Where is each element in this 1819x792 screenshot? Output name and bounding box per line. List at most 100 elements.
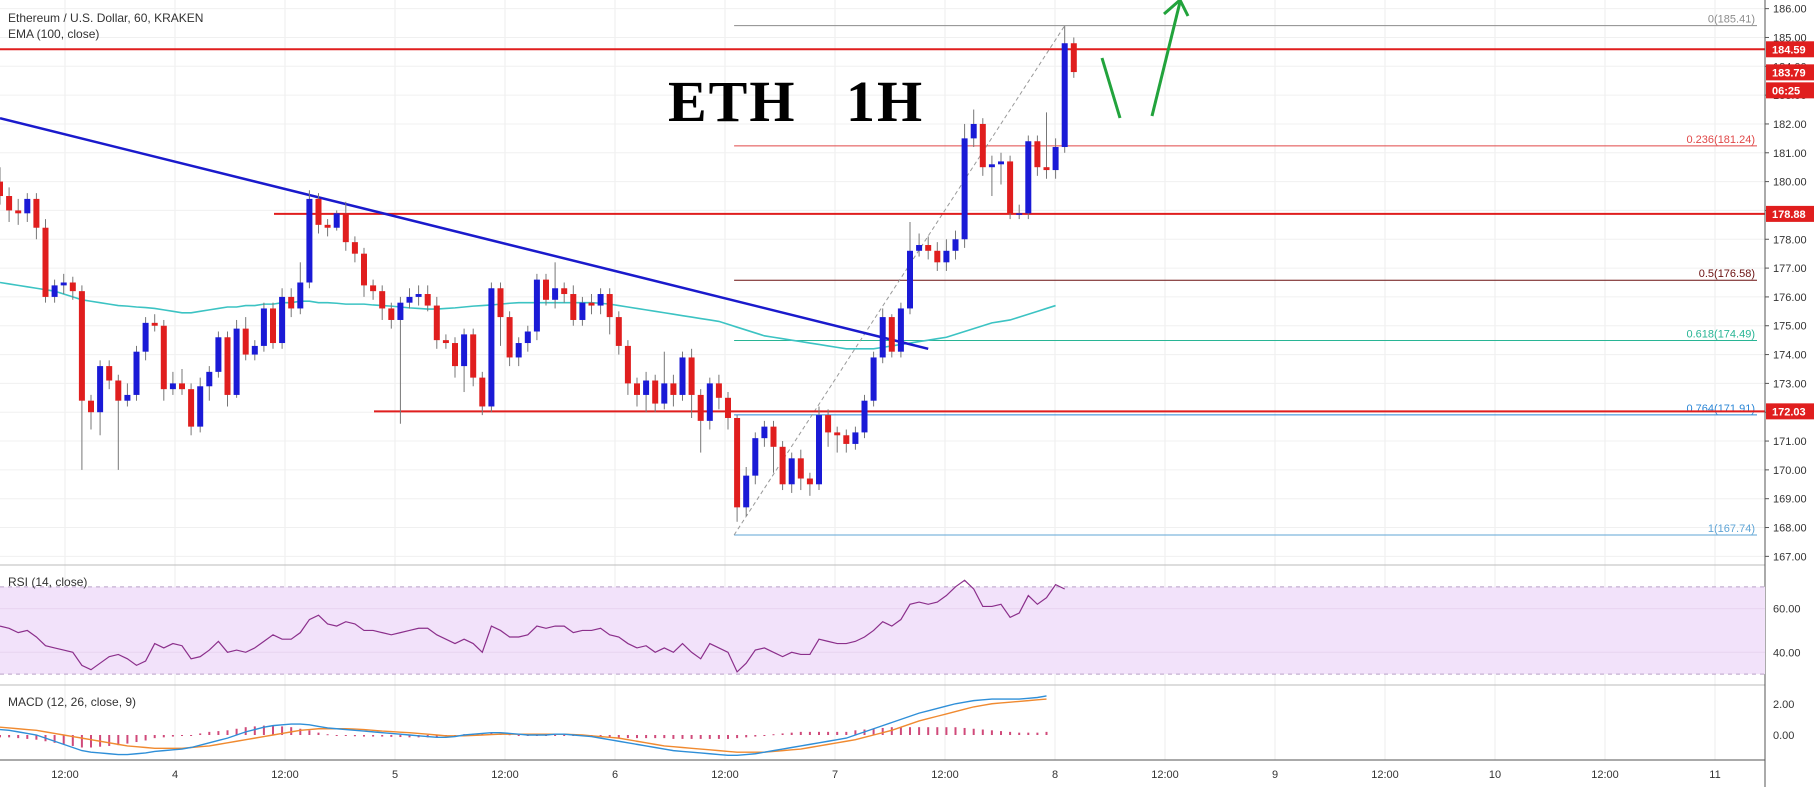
macd-histogram-bar xyxy=(708,735,711,739)
candle-body xyxy=(761,426,768,439)
macd-histogram-bar xyxy=(80,735,83,748)
macd-histogram-bar xyxy=(372,735,375,737)
macd-histogram-bar xyxy=(717,735,720,739)
macd-histogram-bar xyxy=(390,735,393,737)
time-tick-label: 8 xyxy=(1052,769,1058,781)
price-tick-label: 178.00 xyxy=(1773,234,1807,246)
time-tick-label: 12:00 xyxy=(1591,769,1619,781)
candle-body xyxy=(843,435,850,444)
candle-body xyxy=(142,322,149,352)
macd-histogram-bar xyxy=(0,735,1,738)
rsi-legend: RSI (14, close) xyxy=(8,574,87,590)
candle-body xyxy=(734,417,741,508)
candle-body xyxy=(288,296,295,309)
candle-body xyxy=(697,394,704,421)
candle-body xyxy=(442,340,449,344)
candle-body xyxy=(1070,43,1077,73)
macd-histogram-bar xyxy=(936,727,939,735)
candle-body xyxy=(479,377,486,407)
macd-histogram-bar xyxy=(754,735,757,737)
candle-body xyxy=(816,415,822,485)
macd-histogram-bar xyxy=(599,735,602,737)
rsi-indicator-label[interactable]: RSI (14, close) xyxy=(8,575,88,589)
candle-body xyxy=(0,181,3,197)
price-badge-label: 178.88 xyxy=(1772,209,1806,221)
candle-body xyxy=(1007,161,1014,214)
candle-body xyxy=(524,331,531,344)
price-tick-label: 168.00 xyxy=(1773,523,1807,535)
candle-body xyxy=(988,164,995,168)
candle-body xyxy=(1043,167,1050,171)
candle-body xyxy=(461,334,468,367)
macd-histogram-bar xyxy=(827,731,830,735)
fib-level-label: 0.618(174.49) xyxy=(1687,328,1756,340)
macd-histogram-bar xyxy=(226,730,229,735)
candle-body xyxy=(670,383,677,395)
candle-body xyxy=(1016,213,1023,215)
price-tick-label: 173.00 xyxy=(1773,378,1807,390)
price-tick-label: 169.00 xyxy=(1773,494,1807,506)
candle-body xyxy=(979,123,986,168)
ema-indicator-label[interactable]: EMA (100, close) xyxy=(8,27,100,41)
macd-histogram-bar xyxy=(872,728,875,735)
candle-body xyxy=(215,337,222,372)
candle-body xyxy=(624,345,631,384)
macd-histogram-bar xyxy=(272,725,274,735)
price-tick-label: 182.00 xyxy=(1773,119,1807,131)
candle-body xyxy=(570,294,577,320)
macd-histogram-bar xyxy=(1018,732,1021,735)
macd-histogram-bar xyxy=(1000,731,1002,735)
candle-body xyxy=(251,345,258,355)
candle-body xyxy=(770,426,777,447)
fib-diagonal-line xyxy=(733,25,1066,536)
macd-histogram-bar xyxy=(290,727,293,735)
macd-histogram-bar xyxy=(399,735,402,738)
macd-histogram-bar xyxy=(181,735,183,736)
macd-histogram-bar xyxy=(1045,731,1048,735)
candle-body xyxy=(361,253,367,286)
macd-histogram-bar xyxy=(890,727,893,735)
macd-histogram-bar xyxy=(918,727,921,735)
price-tick-label: 181.00 xyxy=(1773,148,1807,160)
macd-histogram-bar xyxy=(818,731,820,735)
forecast-up-stroke xyxy=(1150,1,1182,117)
candle-body xyxy=(179,383,185,390)
macd-histogram-bar xyxy=(326,734,329,736)
time-tick-label: 7 xyxy=(832,769,838,781)
forecast-down-stroke xyxy=(1100,57,1122,119)
candle-body xyxy=(634,383,640,395)
time-tick-label: 12:00 xyxy=(711,769,739,781)
candle-body xyxy=(188,389,195,427)
descending-trendline xyxy=(0,116,929,351)
macd-histogram-bar xyxy=(927,727,930,735)
macd-histogram-bar xyxy=(772,734,775,736)
macd-histogram-bar xyxy=(517,735,520,736)
rsi-tick-label: 60.00 xyxy=(1773,604,1801,616)
macd-histogram-bar xyxy=(344,735,347,736)
candle-body xyxy=(397,302,404,320)
candle-body xyxy=(779,446,786,485)
time-tick-label: 12:00 xyxy=(1371,769,1399,781)
candle-body xyxy=(688,357,695,395)
candle-body xyxy=(106,366,113,381)
time-tick-label: 10 xyxy=(1489,769,1501,781)
macd-indicator-label[interactable]: MACD (12, 26, close, 9) xyxy=(8,695,137,709)
macd-histogram-bar xyxy=(608,735,611,738)
macd-tick-label: 2.00 xyxy=(1773,699,1794,711)
macd-signal-line xyxy=(0,698,1047,753)
symbol-title[interactable]: Ethereum / U.S. Dollar, 60, KRAKEN xyxy=(8,11,204,25)
macd-histogram-bar xyxy=(663,735,666,739)
macd-histogram-bar xyxy=(854,730,857,735)
macd-histogram-bar xyxy=(899,727,902,735)
candle-body xyxy=(506,317,513,358)
candle-body xyxy=(51,285,58,297)
forecast-arrowhead xyxy=(1163,0,1190,17)
price-tick-label: 186.00 xyxy=(1773,4,1807,16)
macd-histogram-bar xyxy=(244,727,247,735)
price-tick-label: 177.00 xyxy=(1773,263,1807,275)
macd-histogram-bar xyxy=(881,727,884,735)
candle-body xyxy=(115,380,122,401)
macd-histogram-bar xyxy=(1036,732,1039,735)
